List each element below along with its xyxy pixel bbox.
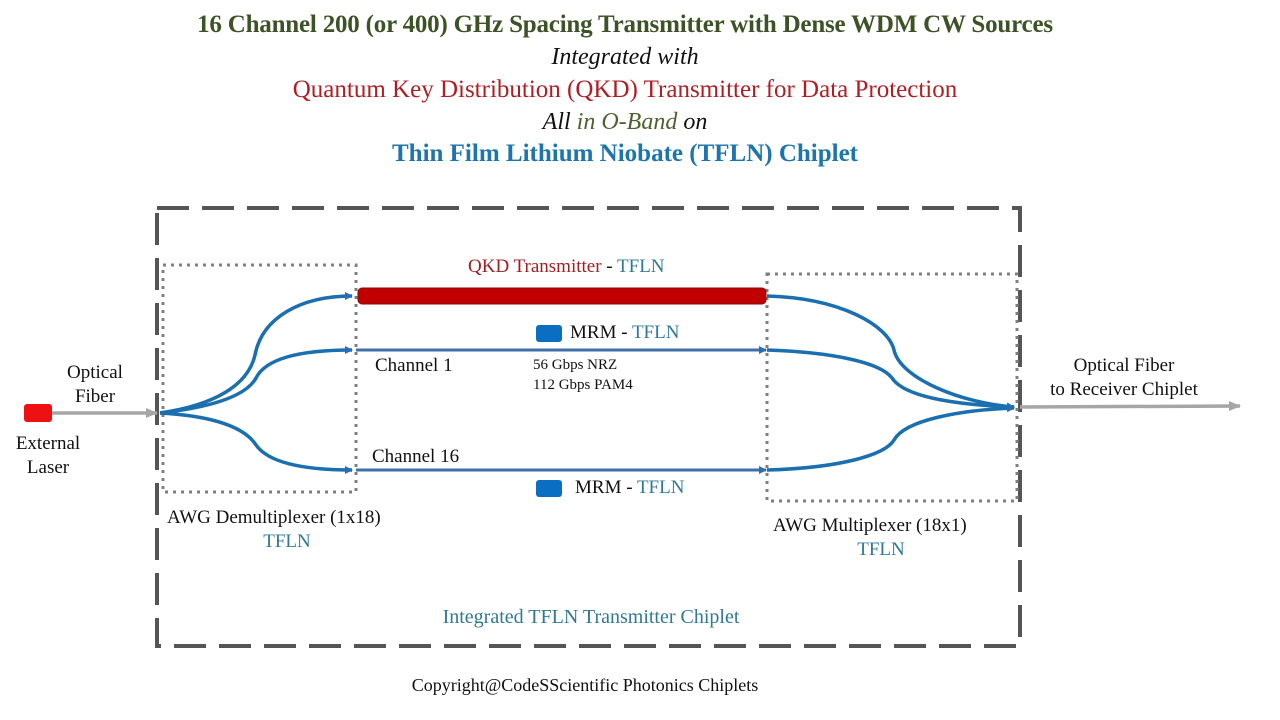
chiplet-boundary	[155, 206, 1022, 648]
demux-box	[161, 263, 358, 494]
output-fiber-label: Optical Fiber to Receiver Chiplet	[1050, 355, 1198, 400]
copyright-footer: Copyright@CodeSScientific Photonics Chip…	[411, 675, 759, 695]
mrm-channel-1-label: MRM - TFLN	[570, 322, 680, 343]
title-integrated-with: Integrated with	[551, 44, 699, 70]
title-oband-all: All	[542, 109, 577, 135]
qkd-label: QKD Transmitter - TFLN	[468, 256, 665, 277]
title-oband-highlight: in O-Band	[576, 109, 678, 135]
mux-label: AWG Multiplexer (18x1)	[773, 515, 967, 536]
title-main: 16 Channel 200 (or 400) GHz Spacing Tran…	[197, 11, 1053, 38]
demux-material: TFLN	[263, 531, 311, 552]
demux-waveguides	[159, 292, 353, 474]
title-tfln-chiplet: Thin Film Lithium Niobate (TFLN) Chiplet	[391, 140, 858, 167]
output-fiber	[1019, 401, 1241, 412]
mrm-channel-16-label: MRM - TFLN	[575, 477, 685, 498]
title-qkd: Quantum Key Distribution (QKD) Transmitt…	[292, 76, 958, 103]
title-oband-on: on	[677, 109, 708, 135]
external-laser-label: External Laser	[15, 433, 81, 478]
demux-label: AWG Demultiplexer (1x18)	[167, 507, 381, 528]
mrm-channel-1	[536, 325, 562, 342]
mrm-channel-16	[536, 480, 562, 497]
mux-material: TFLN	[857, 539, 905, 560]
external-laser	[24, 404, 52, 422]
channel-1-label: Channel 1	[375, 355, 453, 376]
mux-waveguides	[766, 294, 1015, 472]
input-fiber-label: Optical Fiber	[67, 362, 123, 407]
qkd-transmitter-bar	[357, 287, 767, 305]
title-oband: All in O-Band on	[0, 109, 1250, 136]
channel-16-label: Channel 16	[372, 446, 460, 467]
channel-1-rates: 56 Gbps NRZ 112 Gbps PAM4	[533, 357, 633, 393]
chiplet-label: Integrated TFLN Transmitter Chiplet	[442, 606, 740, 628]
mux-box	[765, 272, 1019, 503]
